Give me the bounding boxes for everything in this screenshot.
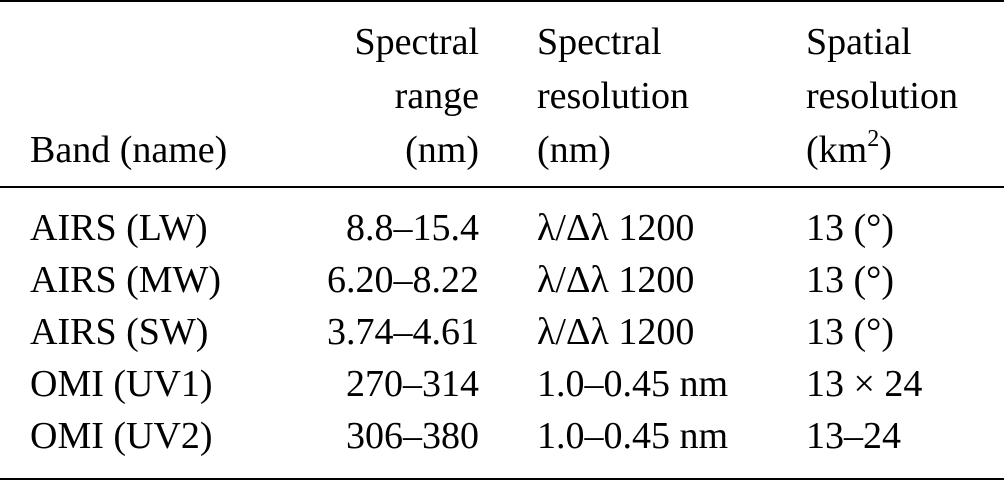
header-spectral-resolution-line2: resolution xyxy=(537,75,689,117)
header-spectral-range-line3: (nm) xyxy=(405,129,479,171)
cell-spatial-res: 13 (°) xyxy=(806,311,895,353)
cell-band: AIRS (MW) xyxy=(30,259,222,301)
header-spectral-range-line1: Spectral xyxy=(354,21,479,63)
cell-spectral-res: λ/Δλ 1200 xyxy=(537,207,695,249)
header-spatial-resolution-line3: (km2) xyxy=(806,126,892,174)
cell-range: 6.20–8.22 xyxy=(327,259,479,301)
cell-spectral-res: λ/Δλ 1200 xyxy=(537,259,695,301)
cell-spatial-res: 13 (°) xyxy=(806,207,895,249)
header-spectral-resolution-line3: (nm) xyxy=(537,129,611,171)
cell-spatial-res: 13 × 24 xyxy=(806,363,923,405)
cell-range: 306–380 xyxy=(346,415,479,457)
header-spatial-resolution-line2: resolution xyxy=(806,75,958,117)
top-rule xyxy=(0,0,1004,2)
header-spatial-resolution-line1: Spatial xyxy=(806,21,912,63)
cell-band: OMI (UV1) xyxy=(30,363,213,405)
bottom-rule xyxy=(0,478,1004,480)
cell-range: 8.8–15.4 xyxy=(346,207,479,249)
header-spectral-resolution-line1: Spectral xyxy=(537,21,662,63)
cell-spatial-res: 13 (°) xyxy=(806,259,895,301)
cell-spatial-res: 13–24 xyxy=(806,415,901,457)
header-spectral-range-line2: range xyxy=(394,75,479,117)
cell-range: 3.74–4.61 xyxy=(327,311,479,353)
cell-spectral-res: 1.0–0.45 nm xyxy=(537,363,729,405)
unit-close: ) xyxy=(879,129,892,171)
cell-spectral-res: 1.0–0.45 nm xyxy=(537,415,729,457)
cell-band: AIRS (SW) xyxy=(30,311,209,353)
unit-superscript: 2 xyxy=(867,126,880,152)
cell-spectral-res: λ/Δλ 1200 xyxy=(537,311,695,353)
cell-band: AIRS (LW) xyxy=(30,207,208,249)
cell-band: OMI (UV2) xyxy=(30,415,213,457)
cell-range: 270–314 xyxy=(346,363,479,405)
header-rule xyxy=(0,186,1004,188)
header-band: Band (name) xyxy=(30,129,228,171)
unit-km: (km xyxy=(806,129,868,171)
